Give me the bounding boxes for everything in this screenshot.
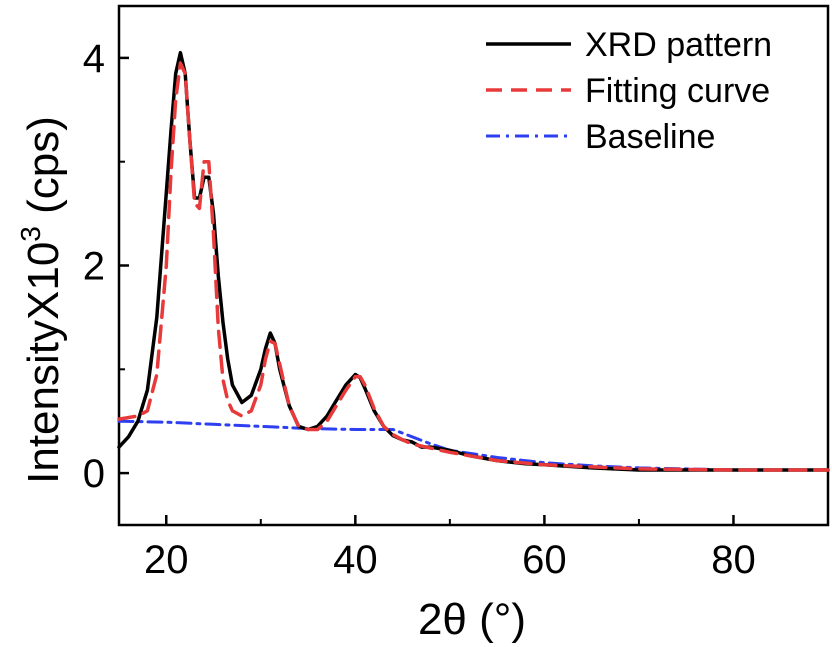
series-lines (117, 50, 830, 472)
y-axis-label-suffix: (cps) (19, 116, 68, 226)
y-axis-label-prefix: IntensityX10 (19, 242, 68, 484)
x-axis-label: 2θ (°) (418, 595, 526, 644)
tick-labels: 20 40 60 80 0 2 4 (83, 37, 756, 582)
y-tick-label: 0 (83, 452, 105, 496)
legend-label: Baseline (585, 118, 715, 156)
y-tick-label: 4 (83, 37, 105, 81)
x-tick-label: 40 (333, 538, 378, 582)
legend-label: Fitting curve (585, 72, 770, 110)
y-axis-label: IntensityX103 (cps) (15, 116, 68, 484)
y-tick-label: 2 (83, 245, 105, 289)
series-line-xrd-pattern (117, 50, 830, 472)
y-axis-label-superscript: 3 (15, 226, 46, 242)
legend-label: XRD pattern (585, 26, 772, 64)
axes (117, 4, 830, 527)
series-line-baseline (117, 419, 830, 472)
x-tick-label: 80 (711, 538, 756, 582)
x-tick-label: 60 (522, 538, 567, 582)
x-tick-label: 20 (144, 538, 189, 582)
legend: XRD pattern Fitting curve Baseline (486, 26, 772, 156)
series-line-fitting-curve (117, 61, 830, 472)
